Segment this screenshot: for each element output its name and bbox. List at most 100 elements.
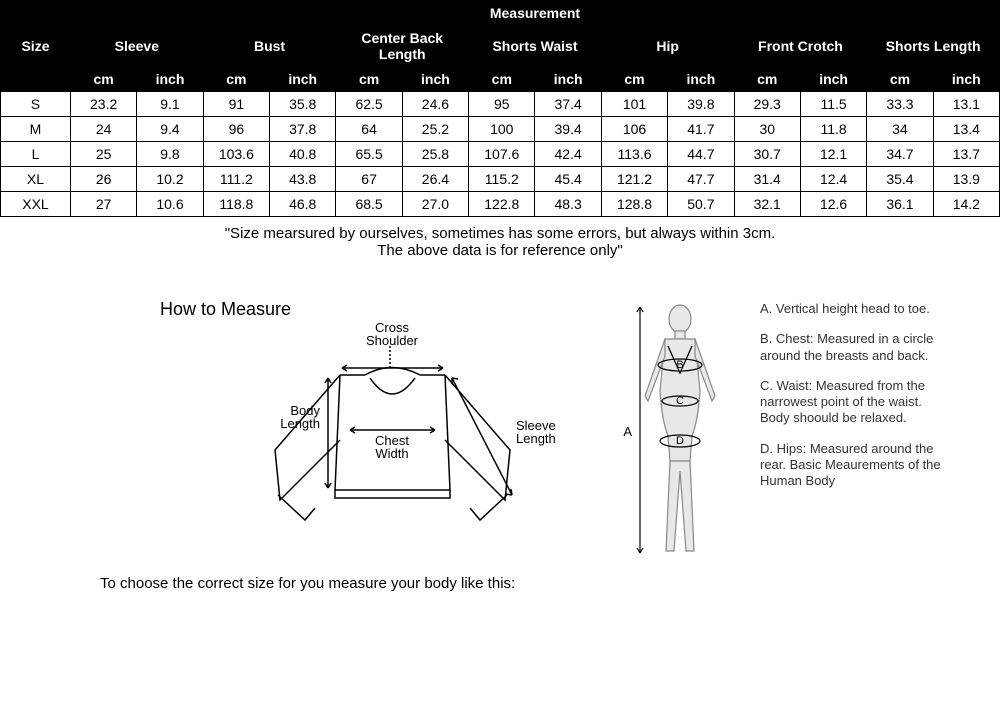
value-cell: 25.2 [402, 117, 468, 142]
size-cell: XXL [1, 192, 71, 217]
value-cell: 35.8 [270, 92, 336, 117]
value-cell: 35.4 [867, 167, 933, 192]
svg-text:Shoulder: Shoulder [366, 333, 419, 348]
svg-text:Width: Width [375, 446, 408, 461]
body-diagram: A B C D [610, 301, 750, 576]
header-unit: cm [734, 67, 800, 92]
value-cell: 95 [469, 92, 535, 117]
description-list: A. Vertical height head to toe. B. Chest… [760, 301, 980, 576]
value-cell: 40.8 [270, 142, 336, 167]
header-group: Shorts Length [867, 26, 1000, 67]
header-unit: cm [469, 67, 535, 92]
value-cell: 48.3 [535, 192, 601, 217]
size-cell: S [1, 92, 71, 117]
value-cell: 9.8 [137, 142, 203, 167]
header-unit: cm [336, 67, 402, 92]
value-cell: 113.6 [601, 142, 667, 167]
how-to-measure-title: How to Measure [20, 271, 600, 320]
desc-a: A. Vertical height head to toe. [760, 301, 950, 317]
body-label-b: B [676, 359, 683, 371]
value-cell: 27 [70, 192, 136, 217]
desc-b: B. Chest: Measured in a circle around th… [760, 331, 950, 364]
header-unit: inch [270, 67, 336, 92]
value-cell: 27.0 [402, 192, 468, 217]
value-cell: 32.1 [734, 192, 800, 217]
value-cell: 24.6 [402, 92, 468, 117]
value-cell: 34 [867, 117, 933, 142]
value-cell: 10.2 [137, 167, 203, 192]
size-cell: XL [1, 167, 71, 192]
how-to-measure-section: How to Measure [0, 271, 1000, 612]
value-cell: 39.8 [668, 92, 734, 117]
value-cell: 13.1 [933, 92, 999, 117]
value-cell: 50.7 [668, 192, 734, 217]
note-line-1: "Size mearsured by ourselves, sometimes … [0, 225, 1000, 242]
value-cell: 13.4 [933, 117, 999, 142]
right-column: A B C D A. Vertical height head to toe. … [610, 271, 980, 576]
value-cell: 12.4 [800, 167, 866, 192]
table-header: Size Measurement SleeveBustCenter Back L… [1, 1, 1000, 92]
value-cell: 67 [336, 167, 402, 192]
header-group: Bust [203, 26, 336, 67]
table-row: M249.49637.86425.210039.410641.73011.834… [1, 117, 1000, 142]
size-cell: M [1, 117, 71, 142]
value-cell: 26.4 [402, 167, 468, 192]
table-row: L259.8103.640.865.525.8107.642.4113.644.… [1, 142, 1000, 167]
value-cell: 12.6 [800, 192, 866, 217]
value-cell: 45.4 [535, 167, 601, 192]
body-label-a: A [623, 424, 632, 439]
value-cell: 100 [469, 117, 535, 142]
value-cell: 23.2 [70, 92, 136, 117]
value-cell: 36.1 [867, 192, 933, 217]
header-group: Hip [601, 26, 734, 67]
header-unit: inch [535, 67, 601, 92]
desc-d: D. Hips: Measured around the rear. Basic… [760, 441, 950, 490]
value-cell: 9.1 [137, 92, 203, 117]
value-cell: 11.8 [800, 117, 866, 142]
value-cell: 9.4 [137, 117, 203, 142]
value-cell: 44.7 [668, 142, 734, 167]
value-cell: 25.8 [402, 142, 468, 167]
value-cell: 11.5 [800, 92, 866, 117]
value-cell: 41.7 [668, 117, 734, 142]
value-cell: 31.4 [734, 167, 800, 192]
header-unit: cm [70, 67, 136, 92]
size-cell: L [1, 142, 71, 167]
value-cell: 39.4 [535, 117, 601, 142]
value-cell: 42.4 [535, 142, 601, 167]
header-unit: inch [800, 67, 866, 92]
value-cell: 14.2 [933, 192, 999, 217]
note-line-2: The above data is for reference only" [0, 242, 1000, 259]
table-row: S23.29.19135.862.524.69537.410139.829.31… [1, 92, 1000, 117]
header-unit: cm [867, 67, 933, 92]
value-cell: 37.4 [535, 92, 601, 117]
header-group: Center Back Length [336, 26, 469, 67]
header-unit: inch [137, 67, 203, 92]
value-cell: 128.8 [601, 192, 667, 217]
value-cell: 62.5 [336, 92, 402, 117]
header-group: Sleeve [70, 26, 203, 67]
header-group: Shorts Waist [469, 26, 602, 67]
value-cell: 37.8 [270, 117, 336, 142]
value-cell: 91 [203, 92, 269, 117]
value-cell: 107.6 [469, 142, 535, 167]
desc-c: C. Waist: Measured from the narrowest po… [760, 378, 950, 427]
body-label-c: C [676, 395, 684, 407]
header-size: Size [1, 1, 71, 92]
value-cell: 47.7 [668, 167, 734, 192]
value-cell: 24 [70, 117, 136, 142]
value-cell: 115.2 [469, 167, 535, 192]
value-cell: 46.8 [270, 192, 336, 217]
value-cell: 13.9 [933, 167, 999, 192]
table-row: XL2610.2111.243.86726.4115.245.4121.247.… [1, 167, 1000, 192]
value-cell: 121.2 [601, 167, 667, 192]
header-unit: inch [402, 67, 468, 92]
value-cell: 111.2 [203, 167, 269, 192]
value-cell: 12.1 [800, 142, 866, 167]
value-cell: 103.6 [203, 142, 269, 167]
value-cell: 68.5 [336, 192, 402, 217]
value-cell: 122.8 [469, 192, 535, 217]
size-chart-table: Size Measurement SleeveBustCenter Back L… [0, 0, 1000, 217]
header-unit: inch [933, 67, 999, 92]
note-text: "Size mearsured by ourselves, sometimes … [0, 217, 1000, 271]
